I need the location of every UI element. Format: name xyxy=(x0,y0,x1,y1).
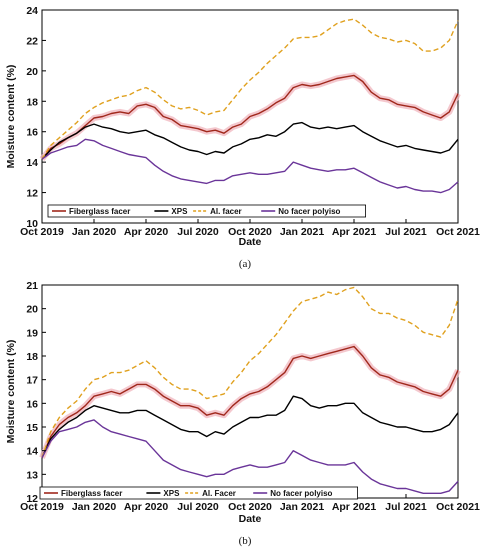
y-tick-label: 22 xyxy=(26,35,38,47)
series-line-no-facer-polyiso xyxy=(41,138,459,194)
legend-b: Fiberglass facer XPS Al. Facer No facer pol… xyxy=(39,486,359,500)
x-tick-label: Jul 2021 xyxy=(385,501,427,513)
y-tick-label: 14 xyxy=(26,157,38,169)
chart-b: 12 13 14 15 16 17 18 19 20 21 Oct 2019 Jan 2020 Apr… xyxy=(5,280,480,547)
y-axis-label-a: Moisture content (%) xyxy=(5,65,17,169)
legend-a: Fiberglass facer XPS Al. facer No facer pol… xyxy=(47,204,367,218)
y-tick-label: 15 xyxy=(26,422,38,434)
x-tick-label: Apr 2021 xyxy=(332,501,377,513)
y-tick-label: 10 xyxy=(26,218,38,230)
x-tick-label: Apr 2020 xyxy=(124,226,169,238)
y-tick-label: 12 xyxy=(26,188,38,200)
y-tick-label: 16 xyxy=(26,398,38,410)
chart-a: 10 12 14 16 18 20 22 24 Oct 2019 Jan 2020 Apr 202… xyxy=(5,5,480,270)
x-tick-label: Jul 2020 xyxy=(177,501,219,513)
series-line-al-facer xyxy=(41,286,459,459)
legend-label-no-facer-polyiso: No facer polyiso xyxy=(270,489,332,498)
series-line-no-facer-polyiso xyxy=(41,419,459,494)
legend-label-xps: XPS xyxy=(171,207,188,216)
series-line-xps xyxy=(41,395,459,459)
series-a xyxy=(41,18,459,194)
legend-label-fiberglass-facer: Fiberglass facer xyxy=(69,207,130,216)
legend-box xyxy=(47,204,367,218)
x-tick-label: Oct 2021 xyxy=(436,501,480,513)
caption-b: (b) xyxy=(239,535,252,547)
legend-label-xps: XPS xyxy=(163,489,180,498)
x-tick-label: Apr 2021 xyxy=(332,226,377,238)
y-axis-label-b: Moisture content (%) xyxy=(5,340,17,444)
x-tick-label: Oct 2020 xyxy=(228,501,272,513)
x-tick-label: Oct 2020 xyxy=(228,226,272,238)
x-tick-label: Oct 2021 xyxy=(436,226,480,238)
legend-label-al-facer: Al. Facer xyxy=(202,489,236,498)
x-tick-label: Oct 2019 xyxy=(20,501,64,513)
y-tick-label: 16 xyxy=(26,127,38,139)
x-axis-label-b: Date xyxy=(239,513,262,525)
y-tick-label: 18 xyxy=(26,351,38,363)
x-tick-label: Jul 2020 xyxy=(177,226,219,238)
x-tick-label: Oct 2019 xyxy=(20,226,64,238)
x-tick-label: Jul 2021 xyxy=(385,226,427,238)
legend-box xyxy=(39,486,359,500)
x-tick-label: Jan 2020 xyxy=(72,226,117,238)
y-tick-label: 20 xyxy=(26,304,38,316)
series-b xyxy=(41,286,459,494)
series-line-fiberglass-facer xyxy=(41,74,459,160)
legend-label-fiberglass-facer: Fiberglass facer xyxy=(61,489,122,498)
y-tick-label: 20 xyxy=(26,66,38,78)
yticks-a: 10 12 14 16 18 20 22 24 xyxy=(26,5,46,230)
xticks-a: Oct 2019 Jan 2020 Apr 2020 Jul 2020 Oct 2020… xyxy=(20,219,480,238)
x-tick-label: Jan 2020 xyxy=(72,501,117,513)
y-tick-label: 21 xyxy=(26,280,38,292)
legend-label-al-facer: Al. facer xyxy=(210,207,242,216)
x-tick-label: Apr 2020 xyxy=(124,501,169,513)
y-tick-label: 17 xyxy=(26,375,38,387)
y-tick-label: 18 xyxy=(26,96,38,108)
y-tick-label: 12 xyxy=(26,493,38,505)
y-tick-label: 24 xyxy=(26,5,38,17)
xticks-b: Oct 2019 Jan 2020 Apr 2020 Jul 2020 Oct 2020… xyxy=(20,494,480,513)
caption-a: (a) xyxy=(239,258,252,270)
series-line-fiberglass-facer xyxy=(41,345,459,459)
y-tick-label: 13 xyxy=(26,469,38,481)
series-line-al-facer xyxy=(41,18,459,160)
y-tick-label: 14 xyxy=(26,446,38,458)
series-line-xps xyxy=(41,121,459,160)
x-axis-label-a: Date xyxy=(239,236,262,248)
legend-label-no-facer-polyiso: No facer polyiso xyxy=(278,207,340,216)
x-tick-label: Jan 2021 xyxy=(280,501,325,513)
x-tick-label: Jan 2021 xyxy=(280,226,325,238)
y-tick-label: 19 xyxy=(26,327,38,339)
